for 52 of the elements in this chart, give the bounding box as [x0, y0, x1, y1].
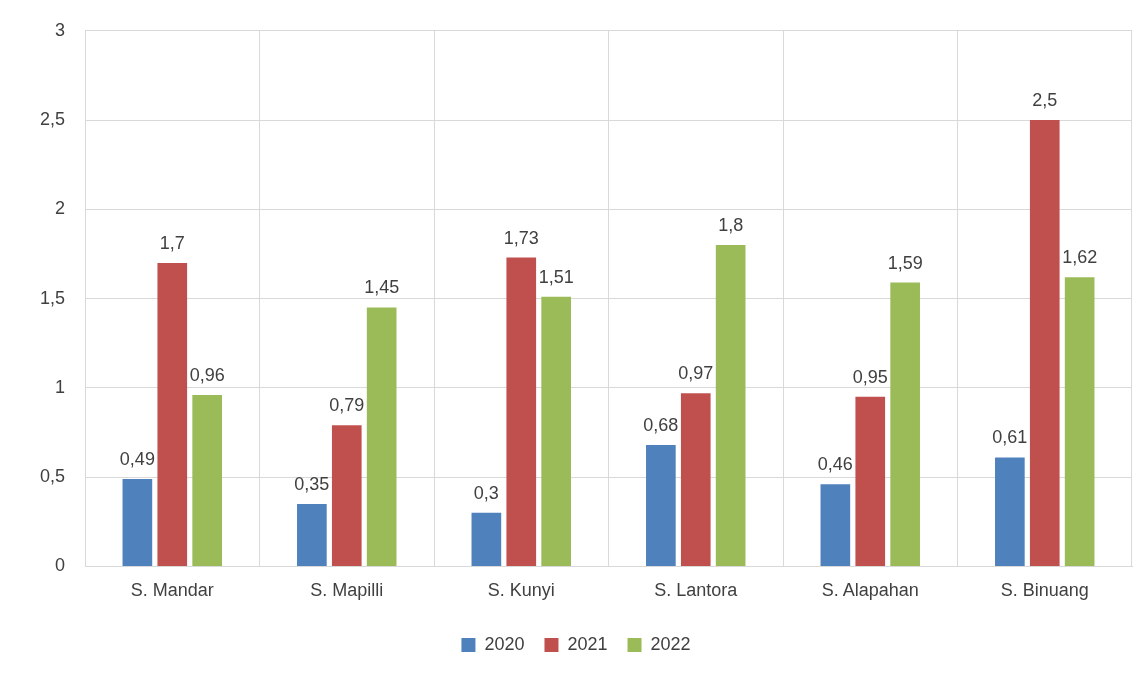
bar	[890, 282, 920, 566]
data-label: 1,51	[538, 266, 574, 287]
legend-label: 2020	[484, 633, 525, 654]
y-tick-label: 1	[55, 376, 66, 397]
y-tick-label: 0	[55, 555, 66, 576]
bar	[646, 445, 676, 566]
bar	[366, 307, 397, 566]
data-label: 0,96	[189, 364, 225, 385]
bar	[297, 503, 327, 566]
y-tick-label: 0,5	[39, 466, 66, 487]
y-tick-label: 1,5	[39, 287, 66, 308]
bar	[1029, 120, 1060, 566]
bar	[715, 245, 746, 566]
data-label: 0,79	[329, 395, 365, 416]
data-label: 0,95	[852, 366, 888, 387]
bar	[1064, 277, 1095, 566]
y-tick-label: 3	[55, 19, 66, 40]
data-label: 0,3	[473, 482, 499, 503]
data-label: 1,45	[364, 277, 400, 298]
data-label: 1,8	[718, 215, 744, 236]
bar	[820, 484, 851, 566]
bar	[331, 425, 362, 566]
data-label: 0,68	[643, 414, 679, 435]
bar	[680, 393, 711, 566]
data-label: 0,35	[294, 473, 330, 494]
data-label: 1,62	[1062, 247, 1098, 268]
y-tick-label: 2	[55, 198, 66, 219]
x-tick-label: S. Mandar	[130, 580, 214, 601]
x-tick-label: S. Alapahan	[821, 580, 919, 601]
bar	[471, 512, 502, 566]
x-tick-label: S. Lantora	[654, 580, 739, 601]
bar	[157, 262, 188, 566]
data-label: 2,5	[1032, 90, 1058, 111]
bar	[506, 257, 537, 566]
bar	[541, 296, 571, 566]
x-tick-label: S. Binuang	[1000, 580, 1089, 601]
data-label: 1,59	[887, 252, 923, 273]
legend-label: 2021	[567, 633, 608, 654]
data-label: 0,61	[992, 427, 1028, 448]
data-label: 0,46	[817, 454, 853, 475]
data-label: 0,97	[678, 363, 714, 384]
legend-label: 2022	[650, 633, 691, 654]
data-label: 1,7	[159, 232, 185, 253]
bar	[995, 457, 1025, 566]
data-label: 0,49	[119, 448, 155, 469]
y-tick-label: 2,5	[39, 109, 66, 130]
bar	[192, 395, 222, 566]
bar	[122, 478, 153, 566]
bar	[855, 396, 886, 566]
data-label: 1,73	[503, 227, 539, 248]
x-tick-label: S. Mapilli	[310, 580, 384, 601]
x-tick-label: S. Kunyi	[487, 580, 555, 601]
